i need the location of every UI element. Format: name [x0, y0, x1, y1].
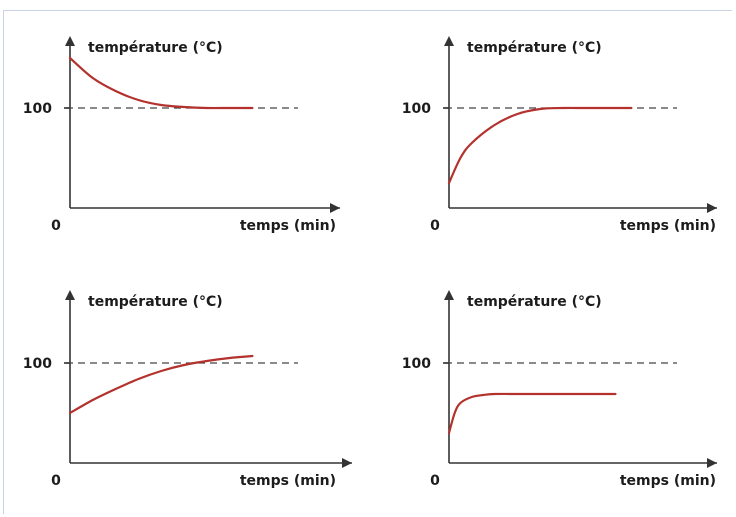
chart4-x-axis-arrow — [707, 458, 717, 468]
chart3-origin-label: 0 — [51, 473, 61, 489]
chart4-x-axis-label: temps (min) — [620, 473, 716, 489]
chart3-x-axis-arrow — [342, 458, 352, 468]
chart2-y-tick-label: 100 — [402, 101, 431, 117]
chart3-y-tick-label: 100 — [23, 356, 52, 372]
chart4-origin-label: 0 — [430, 473, 440, 489]
chart2-series-1-line — [447, 106, 633, 185]
chart4-y-axis-label: température (°C) — [467, 294, 602, 310]
chart3-x-axis-label: temps (min) — [240, 473, 336, 489]
chart4-y-axis-arrow — [444, 290, 454, 300]
chart4-series-1-line — [447, 392, 617, 435]
chart1-x-axis-label: temps (min) — [240, 218, 336, 234]
chart2-x-axis-arrow — [707, 203, 717, 213]
chart3-y-axis-label: température (°C) — [88, 294, 223, 310]
chart2-x-axis-label: temps (min) — [620, 218, 716, 234]
chart1-x-axis-arrow — [330, 203, 340, 213]
chart3-y-axis-arrow — [65, 290, 75, 300]
chart1-series-1-line — [68, 56, 254, 110]
chart1-y-axis-label: température (°C) — [88, 40, 223, 56]
chart2-origin-label: 0 — [430, 218, 440, 234]
chart1-y-tick-label: 100 — [23, 101, 52, 117]
chart3-series-1-line — [68, 354, 254, 415]
chart1-origin-label: 0 — [51, 218, 61, 234]
chart1-y-axis-arrow — [65, 36, 75, 46]
chart2-y-axis-label: température (°C) — [467, 40, 602, 56]
chart2-y-axis-arrow — [444, 36, 454, 46]
chart4-y-tick-label: 100 — [402, 356, 431, 372]
